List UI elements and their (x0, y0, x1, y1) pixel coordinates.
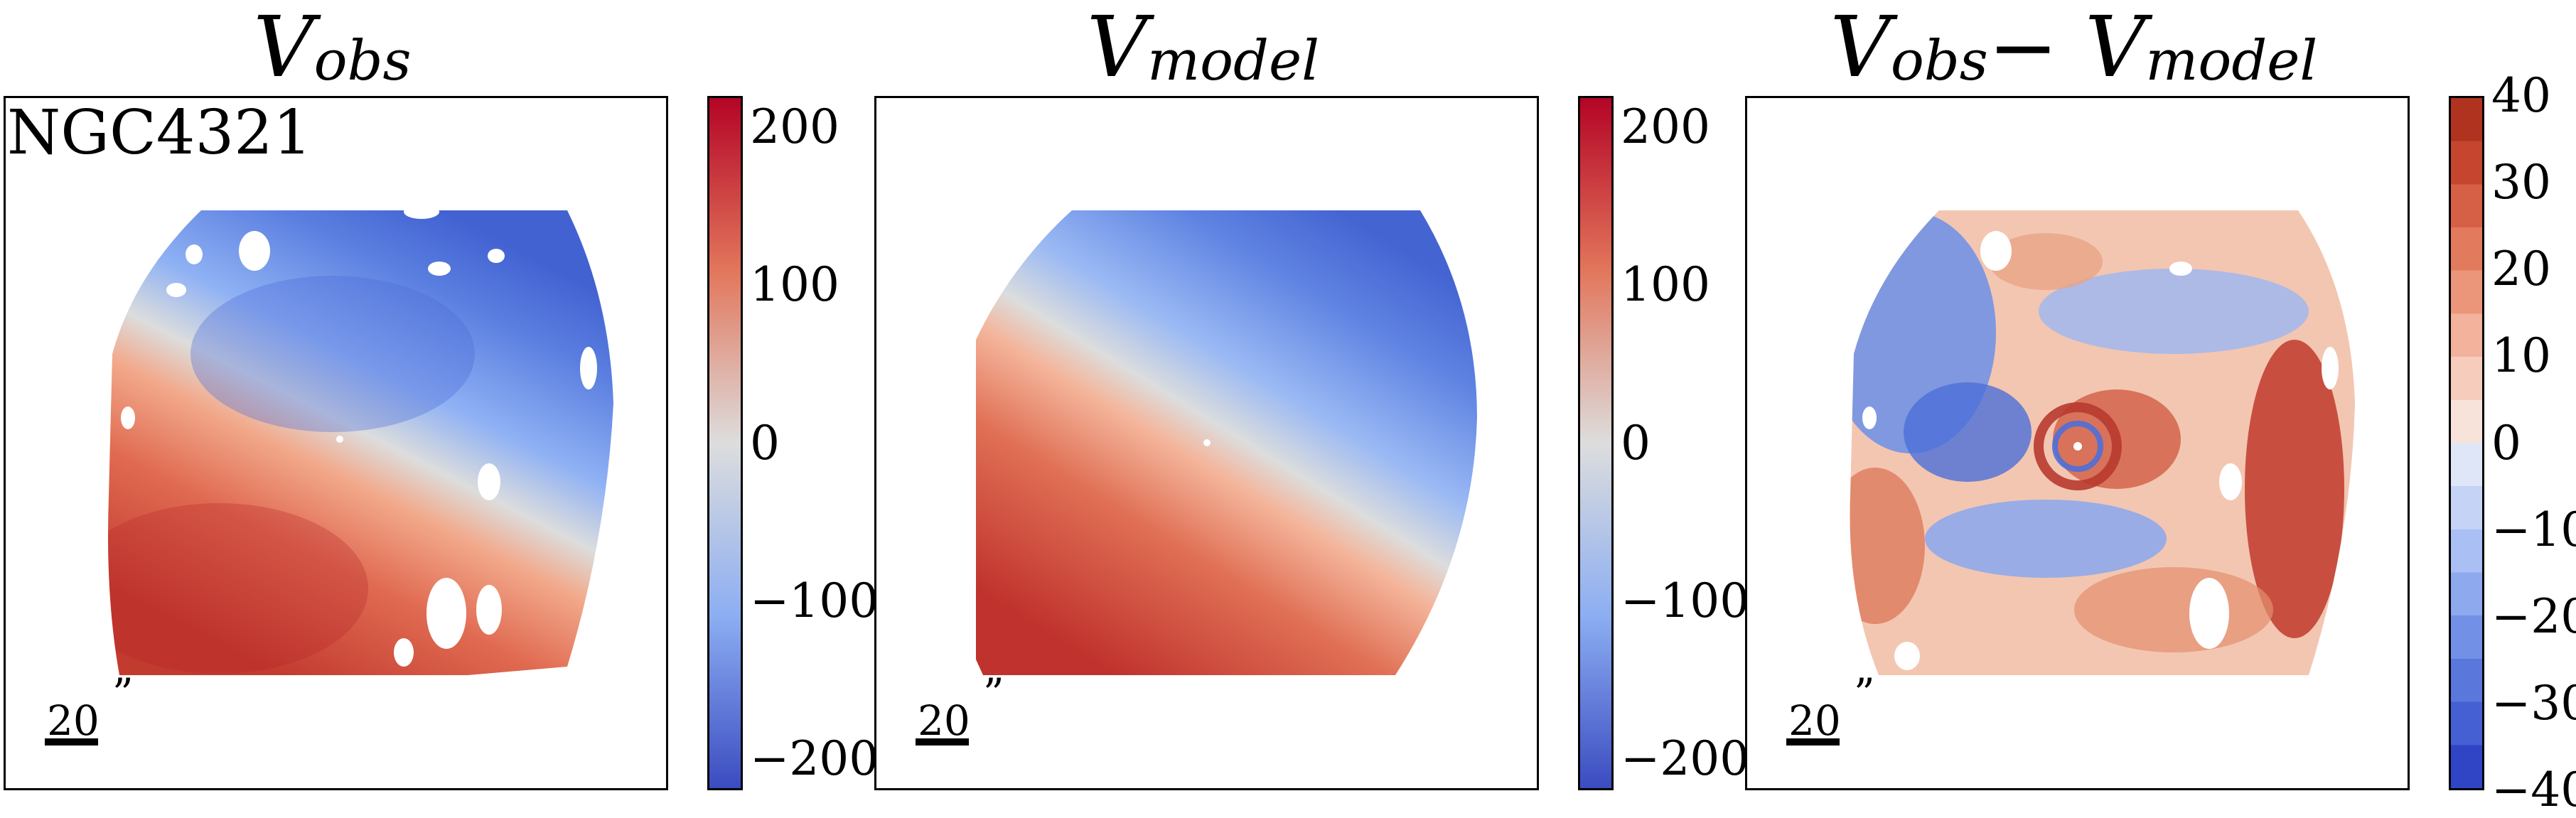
colorbar-tick-label: −10 (2491, 502, 2576, 557)
colorbar-obs-ticks: 200 100 0 −100 −200 (750, 96, 892, 790)
title-sub: model (1147, 29, 1320, 93)
colorbar-tick-label: −20 (2491, 588, 2576, 644)
title-main: V (1830, 0, 1891, 96)
title-rest: − V (1987, 0, 2146, 96)
title-sub: obs (1890, 29, 1988, 93)
colorbar-tick-label: −30 (2491, 675, 2576, 731)
residual-masked-gaps (1862, 231, 2339, 670)
colorbar-tick-label: 200 (1621, 99, 1710, 155)
map-obs-svg (108, 205, 613, 675)
velocity-map-model: 20 ” (874, 96, 1539, 790)
colorbar-tick-label: 100 (1621, 257, 1710, 313)
map-model-svg (976, 210, 1477, 675)
colorbar-tick-label: 40 (2491, 68, 2551, 123)
colorbar-model (1578, 96, 1614, 790)
model-disk (976, 210, 1477, 675)
scale-bar-unit: ” (1854, 669, 1875, 718)
colorbar-model-ticks: 200 100 0 −100 −200 (1621, 96, 1763, 790)
colorbar-residual-ticks: 40 30 20 10 0 −10 −20 −30 −40 (2491, 72, 2576, 814)
colorbar-obs (707, 96, 743, 790)
velocity-map-obs: NGC4321 20 ” (4, 96, 668, 790)
scale-bar-unit: ” (112, 669, 134, 718)
colorbar-tick-label: 0 (2491, 415, 2521, 470)
scale-bar (45, 738, 98, 746)
colorbar-tick-label: 20 (2491, 242, 2551, 297)
title-sub: obs (313, 29, 412, 93)
colorbar-tick-label: −100 (750, 573, 879, 628)
colorbar-tick-label: 200 (750, 99, 839, 155)
scale-bar-label: 20 (47, 696, 100, 745)
colorbar-residual (2449, 96, 2484, 790)
scale-bar-label: 20 (1788, 696, 1841, 745)
scale-bar-label: 20 (918, 696, 970, 745)
colorbar-tick-label: −200 (1621, 731, 1750, 786)
colorbar-tick-label: 100 (750, 257, 839, 313)
obs-disk (108, 210, 613, 675)
scale-bar (916, 738, 969, 746)
colorbar-tick-label: −100 (1621, 573, 1750, 628)
colorbar-tick-label: −40 (2491, 763, 2576, 817)
colorbar-tick-label: 0 (750, 415, 780, 470)
colorbar-tick-label: 30 (2491, 155, 2551, 210)
scale-bar (1786, 738, 1840, 746)
obs-masked-gaps (121, 205, 597, 667)
velocity-map-residual: 20 ” (1745, 96, 2410, 790)
map-residual-svg (1850, 210, 2355, 675)
colorbar-tick-label: 0 (1621, 415, 1651, 470)
galaxy-label: NGC4321 (7, 97, 312, 168)
scale-bar-unit: ” (983, 669, 1004, 718)
title-main: V (1086, 0, 1148, 96)
title-main: V (253, 0, 314, 96)
colorbar-tick-label: −200 (750, 731, 879, 786)
colorbar-tick-label: 10 (2491, 328, 2551, 384)
title-sub2: model (2145, 29, 2318, 93)
